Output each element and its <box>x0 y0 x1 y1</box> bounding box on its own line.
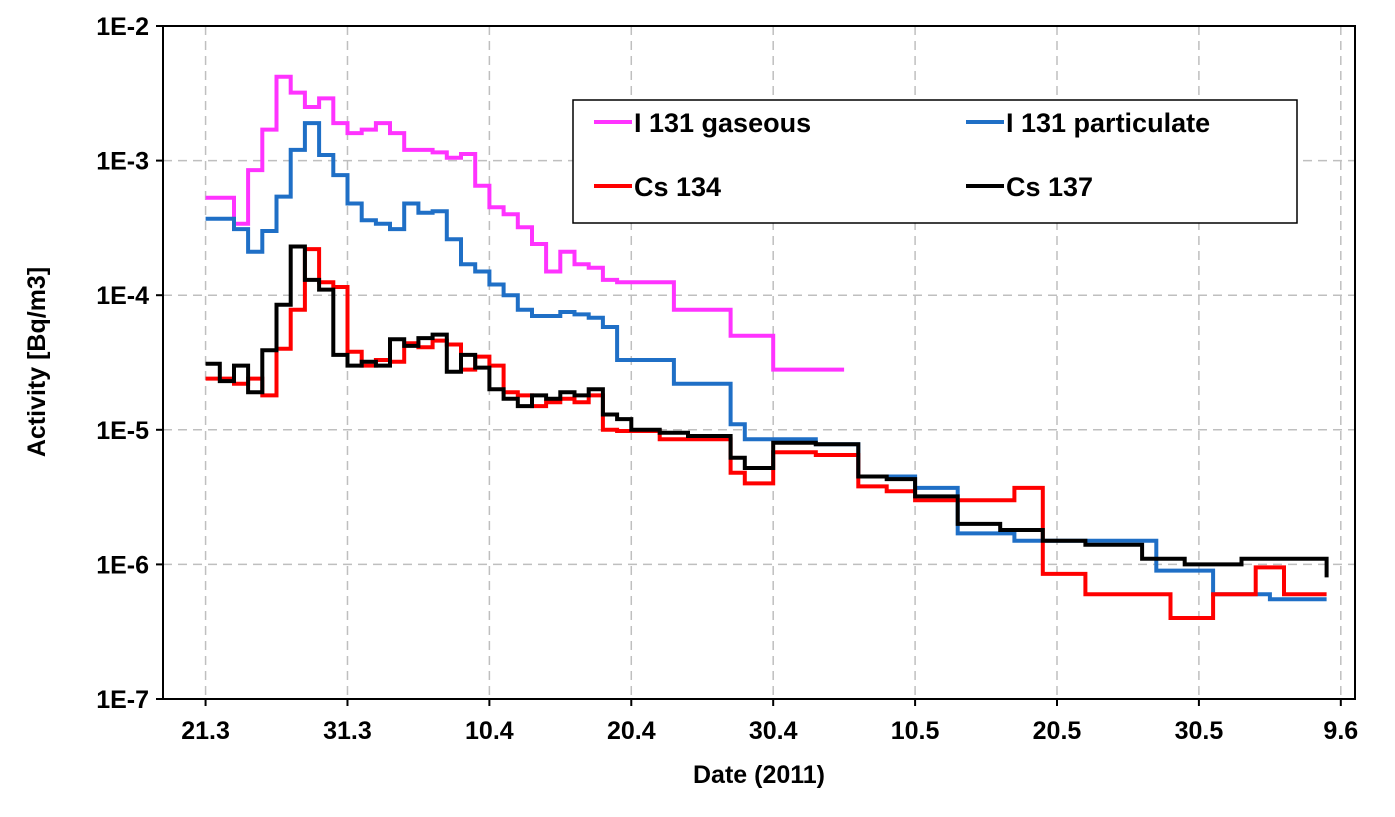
axis-ticks: 21.3 31.3 10.4 20.4 30.4 10.5 20.5 30.5 9.6 1E-2 1… <box>96 13 1358 745</box>
series-line-3 <box>205 244 1329 578</box>
legend-box <box>572 99 1298 224</box>
x-tick-label: 21.3 <box>181 717 230 745</box>
x-tick-label: 20.5 <box>1033 717 1082 745</box>
x-tick-label: 31.3 <box>323 717 372 745</box>
x-tick-label: 10.4 <box>465 717 514 745</box>
x-tick-label: 20.4 <box>607 717 656 745</box>
x-tick-label: 9.6 <box>1323 717 1358 745</box>
legend-label-1: I 131 particulate <box>1006 108 1210 138</box>
legend-label-3: Cs 137 <box>1006 172 1093 202</box>
y-tick-label: 1E-3 <box>96 148 149 176</box>
series-layer <box>205 74 1329 620</box>
x-tick-label: 30.5 <box>1175 717 1224 745</box>
plot-frame <box>162 25 1356 700</box>
series-line-0 <box>205 74 845 372</box>
y-axis-title: Activity [Bq/m3] <box>23 267 51 457</box>
y-tick-label: 1E-6 <box>96 551 149 579</box>
legend-label-0: I 131 gaseous <box>634 108 811 138</box>
x-axis-title: Date (2011) <box>693 761 825 789</box>
legend-label-2: Cs 134 <box>634 172 721 202</box>
y-tick-label: 1E-7 <box>96 686 149 714</box>
legend: I 131 gaseous I 131 particulate Cs 134 Cs 1… <box>572 99 1298 224</box>
series-line-2 <box>205 247 1327 620</box>
x-tick-label: 30.4 <box>749 717 798 745</box>
y-tick-label: 1E-5 <box>96 417 149 445</box>
y-tick-label: 1E-2 <box>96 13 149 41</box>
x-tick-label: 10.5 <box>891 717 940 745</box>
y-tick-label: 1E-4 <box>96 282 149 310</box>
